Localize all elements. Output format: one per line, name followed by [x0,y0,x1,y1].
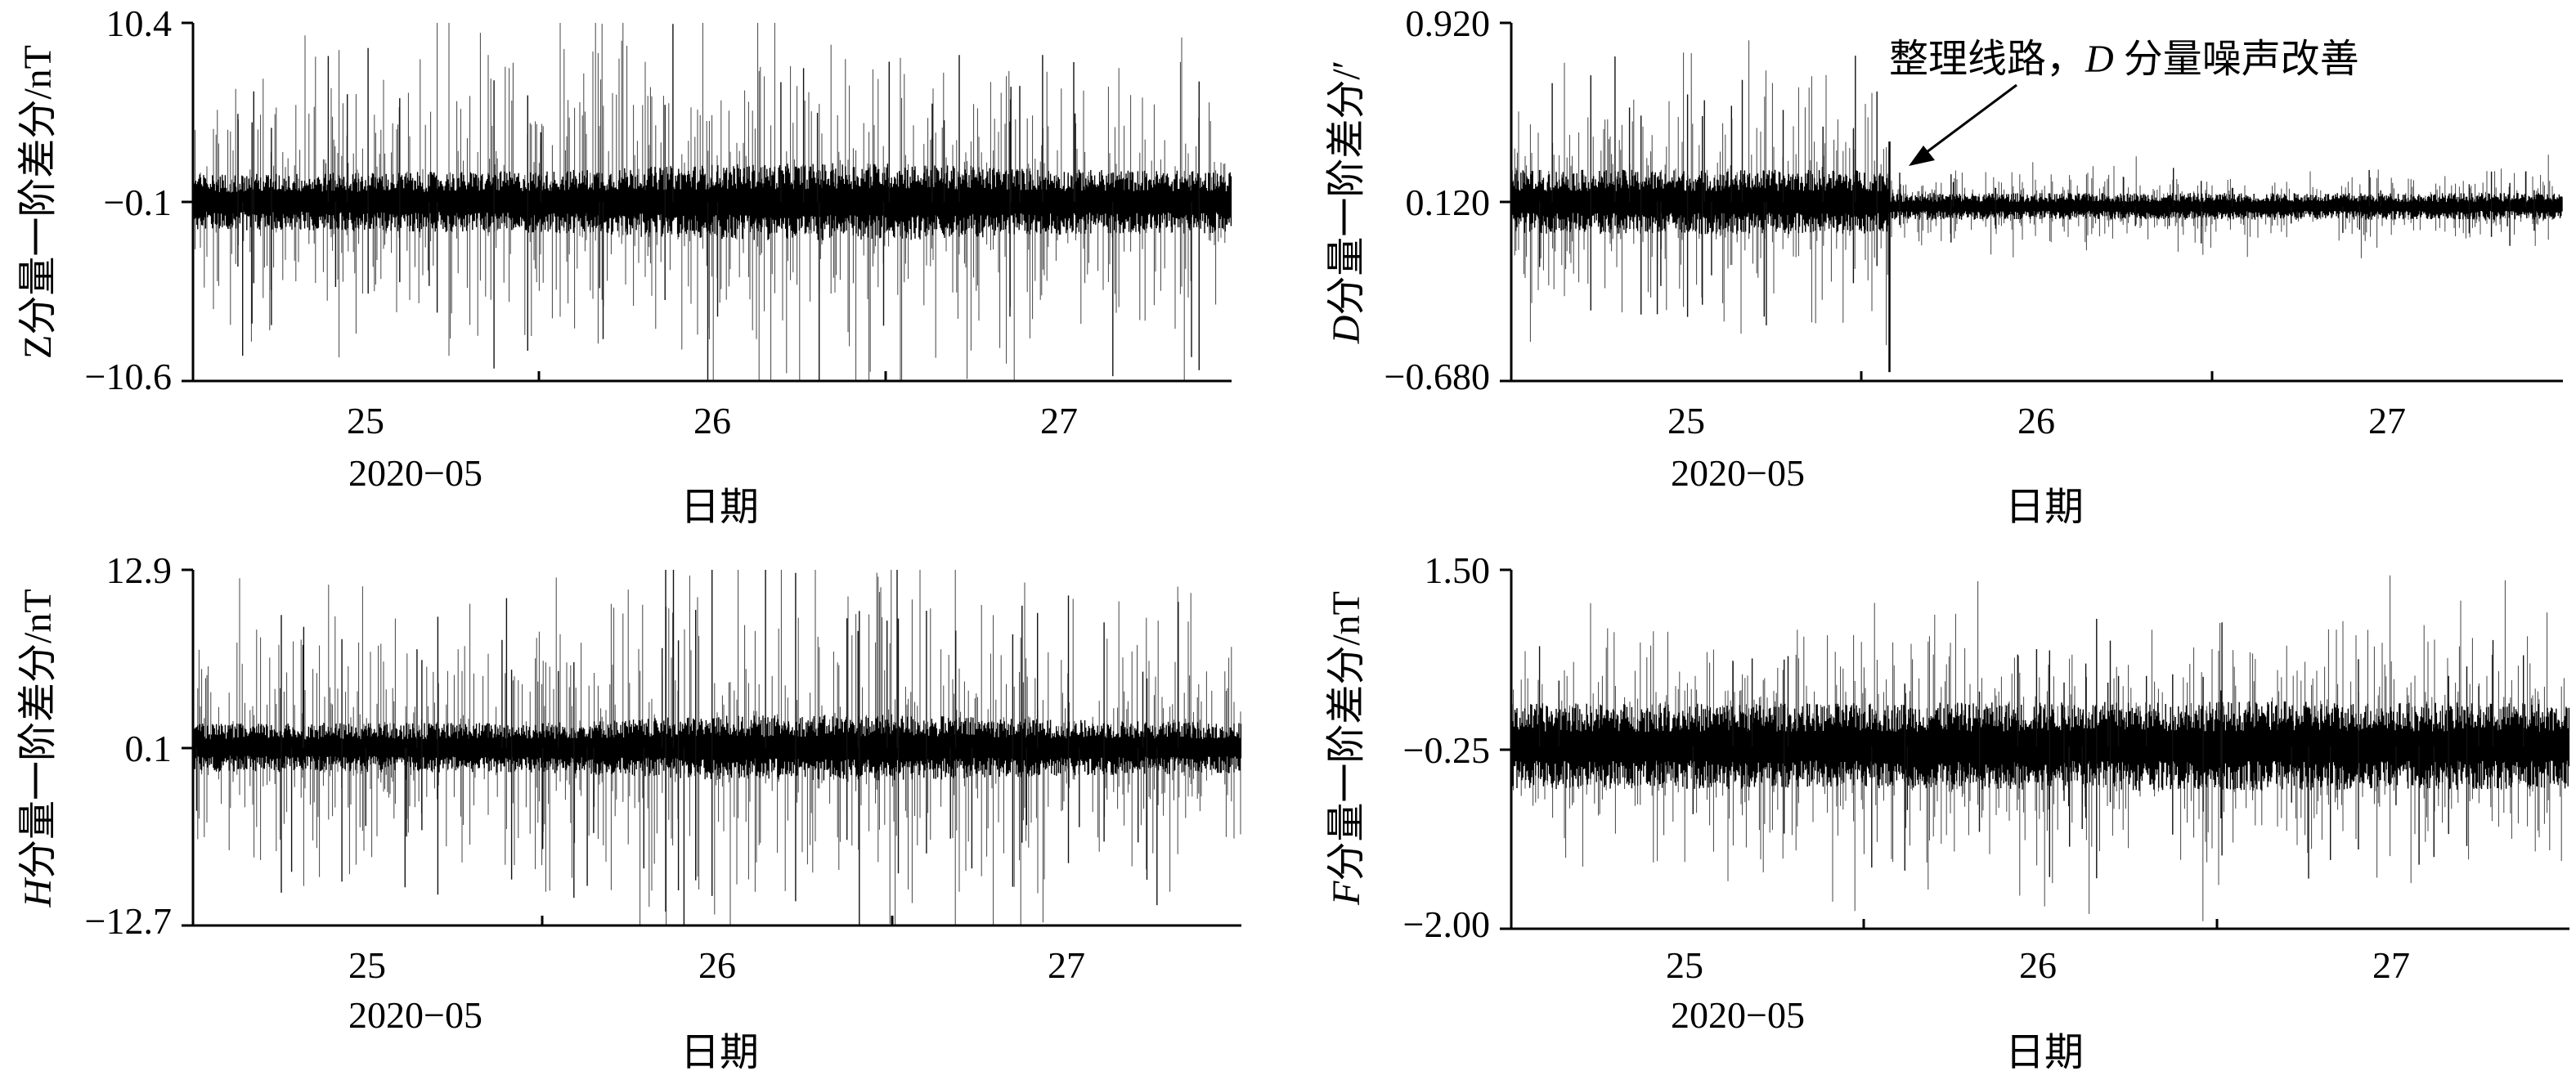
d-ytick-label-top: 0.920 [1406,2,1491,44]
d-annotation-arrow [1919,83,2017,159]
panel-z: 10.4 −0.1 −10.6 25 26 27 2020−05 日期 Z分量一… [16,2,1232,529]
h-x-axis-title: 日期 [680,1031,759,1074]
z-y-axis-title-prefix: Z [16,335,60,359]
z-xtick-label-26: 26 [693,400,731,441]
h-trace [193,570,1242,925]
h-y-axis-title: H分量一阶差分/nT [16,589,60,907]
f-trace [1511,575,2570,921]
h-xtick-label-26: 26 [698,944,736,986]
f-xtick-label-27: 27 [2372,944,2410,986]
z-ytick-label-mid: −0.1 [104,181,172,223]
d-ytick-label-mid: 0.120 [1406,181,1491,223]
d-annotation-arrowhead [1909,146,1935,166]
f-xtick-label-25: 25 [1666,944,1703,986]
f-x-month-label: 2020−05 [1671,994,1805,1036]
d-x-month-label: 2020−05 [1671,452,1805,494]
h-ytick-label-bottom: −12.7 [85,900,172,942]
d-ytick-label-bottom: −0.680 [1384,356,1490,397]
trace-core [1511,701,2570,791]
h-ytick-label-mid: 0.1 [125,728,173,769]
f-xtick-label-26: 26 [2019,944,2057,986]
h-y-axis-title-rest: 分量一阶差分/nT [16,589,60,879]
f-y-axis-title: F分量一阶差分/nT [1325,591,1368,906]
f-y-axis-title-rest: 分量一阶差分/nT [1325,591,1368,881]
z-y-axis-title: Z分量一阶差分/nT [16,45,60,359]
d-y-axis-title-prefix: D [1325,316,1368,345]
z-x-month-label: 2020−05 [348,452,482,494]
z-ytick-label-top: 10.4 [106,2,173,44]
d-y-axis-title: D分量一阶差分/′ [1325,60,1368,345]
d-annotation-text-italic: D [2085,38,2114,81]
d-annotation-text-post: 分量噪声改善 [2114,38,2359,81]
h-xtick-label-25: 25 [348,944,386,986]
f-ytick-label-bottom: −2.00 [1403,903,1490,945]
h-y-axis-title-prefix: H [16,877,60,908]
d-xtick-label-25: 25 [1667,400,1705,441]
d-annotation-text-pre: 整理线路， [1889,38,2085,81]
h-x-month-label: 2020−05 [348,994,482,1036]
z-xtick-label-27: 27 [1040,400,1078,441]
f-ytick-label-mid: −0.25 [1403,729,1490,771]
z-y-axis-title-rest: 分量一阶差分/nT [16,45,60,335]
f-x-axis-title: 日期 [2005,1031,2084,1074]
d-xtick-label-26: 26 [2017,400,2055,441]
h-ytick-label-top: 12.9 [106,549,173,591]
panel-d: 0.920 0.120 −0.680 25 26 27 2020−05 日期 D… [1325,2,2563,529]
f-ytick-label-top: 1.50 [1425,549,1491,591]
d-x-axis-title: 日期 [2005,486,2084,529]
z-x-axis-title: 日期 [680,486,759,529]
z-xtick-label-25: 25 [347,400,384,441]
panel-h: 12.9 0.1 −12.7 25 26 27 2020−05 日期 H分量一阶… [16,549,1242,1074]
h-xtick-label-27: 27 [1048,944,1085,986]
f-y-axis-title-prefix: F [1325,881,1368,906]
d-y-axis-title-rest: 分量一阶差分/′ [1325,60,1368,316]
panel-f: 1.50 −0.25 −2.00 25 26 27 2020−05 日期 F分量… [1325,549,2570,1074]
z-trace [193,23,1232,381]
d-annotation-text: 整理线路，D 分量噪声改善 [1889,38,2359,81]
d-xtick-label-27: 27 [2368,400,2406,441]
d-trace [1511,40,2563,373]
z-ytick-label-bottom: −10.6 [85,356,172,397]
